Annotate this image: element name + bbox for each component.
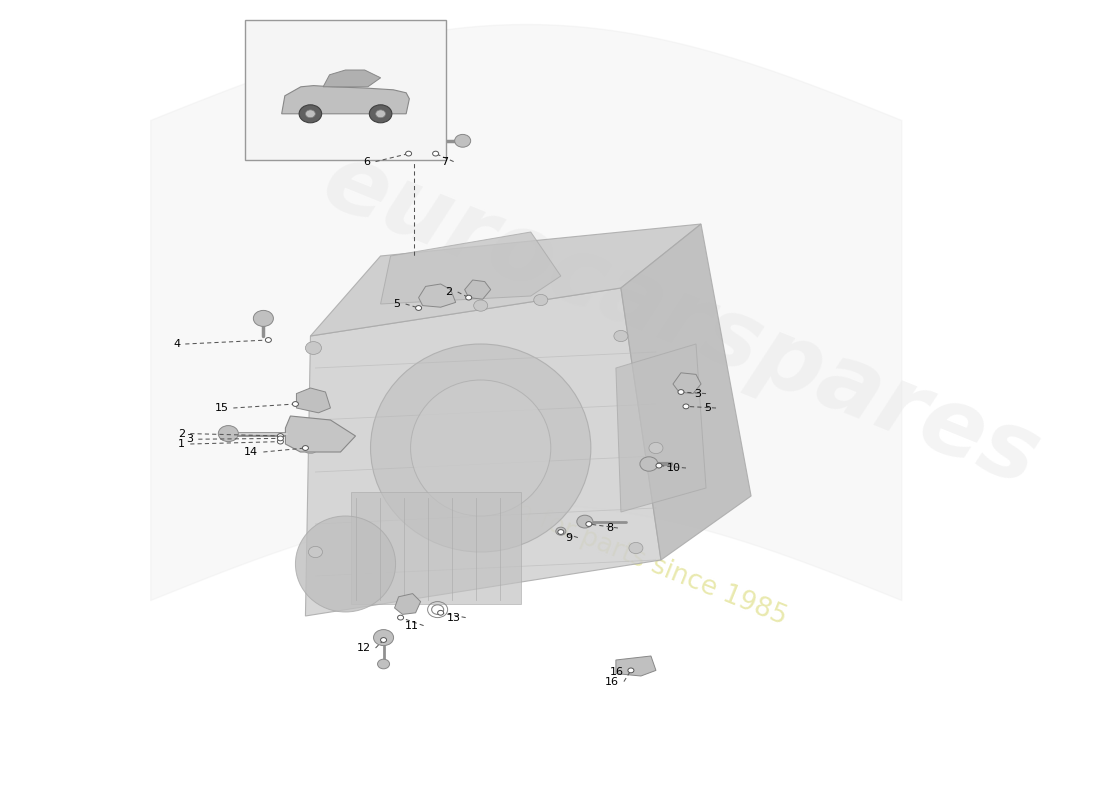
Text: 9: 9	[565, 533, 573, 542]
Circle shape	[614, 330, 628, 342]
Ellipse shape	[296, 516, 396, 612]
Circle shape	[293, 402, 298, 406]
Circle shape	[406, 151, 411, 156]
Circle shape	[431, 605, 443, 614]
Circle shape	[629, 542, 642, 554]
Circle shape	[277, 436, 284, 441]
Circle shape	[374, 630, 394, 646]
Text: 7: 7	[441, 157, 449, 166]
Text: 13: 13	[447, 613, 461, 622]
Polygon shape	[616, 344, 706, 512]
Circle shape	[586, 522, 592, 526]
Text: 5: 5	[394, 299, 400, 309]
Text: 6: 6	[363, 157, 371, 166]
Circle shape	[397, 615, 404, 620]
Circle shape	[306, 342, 321, 354]
Text: eurocarspares: eurocarspares	[309, 134, 1053, 506]
Text: 14: 14	[244, 447, 258, 457]
Circle shape	[299, 105, 321, 122]
Circle shape	[253, 310, 274, 326]
Circle shape	[381, 638, 386, 642]
Circle shape	[640, 457, 658, 471]
Text: 10: 10	[667, 463, 681, 473]
Circle shape	[576, 515, 593, 528]
Text: 2: 2	[446, 287, 453, 297]
Bar	[245, 20, 446, 160]
Circle shape	[683, 404, 689, 409]
Circle shape	[218, 426, 239, 442]
Circle shape	[474, 300, 487, 311]
Text: 5: 5	[704, 403, 711, 413]
Circle shape	[558, 530, 564, 534]
Circle shape	[454, 134, 471, 147]
Circle shape	[534, 294, 548, 306]
Polygon shape	[310, 224, 701, 336]
Bar	[351, 492, 520, 604]
Ellipse shape	[371, 344, 591, 552]
Text: 4: 4	[173, 339, 180, 349]
Text: 12: 12	[356, 643, 371, 653]
Circle shape	[304, 442, 318, 454]
Text: 16: 16	[605, 677, 619, 686]
Polygon shape	[323, 70, 381, 87]
Text: 3: 3	[694, 389, 701, 398]
Circle shape	[376, 110, 385, 118]
Circle shape	[465, 295, 472, 300]
Circle shape	[302, 446, 308, 450]
Text: 15: 15	[214, 403, 229, 413]
Text: 1: 1	[178, 439, 185, 449]
Polygon shape	[395, 594, 420, 614]
Circle shape	[377, 659, 389, 669]
Text: 2: 2	[178, 429, 185, 438]
Circle shape	[308, 546, 322, 558]
Text: 16: 16	[609, 667, 624, 677]
Text: 3: 3	[186, 434, 194, 444]
Polygon shape	[285, 416, 355, 452]
Circle shape	[628, 668, 634, 673]
Text: a passion for parts since 1985: a passion for parts since 1985	[411, 458, 791, 630]
Polygon shape	[620, 224, 751, 560]
Circle shape	[277, 439, 284, 444]
Circle shape	[656, 463, 662, 468]
Text: 8: 8	[606, 523, 613, 533]
Circle shape	[277, 434, 284, 438]
Polygon shape	[673, 373, 701, 394]
Circle shape	[438, 610, 443, 615]
Circle shape	[370, 105, 392, 122]
Circle shape	[306, 110, 316, 118]
Polygon shape	[282, 86, 409, 114]
Circle shape	[432, 151, 439, 156]
Ellipse shape	[410, 380, 551, 516]
Circle shape	[649, 442, 663, 454]
Polygon shape	[306, 288, 661, 616]
Text: 11: 11	[405, 621, 419, 630]
Circle shape	[556, 527, 565, 535]
Polygon shape	[296, 388, 330, 413]
Polygon shape	[381, 232, 561, 304]
Circle shape	[265, 338, 272, 342]
Polygon shape	[616, 656, 656, 676]
Circle shape	[678, 390, 684, 394]
Polygon shape	[464, 280, 491, 299]
Circle shape	[416, 306, 421, 310]
Polygon shape	[400, 132, 429, 148]
Polygon shape	[419, 284, 455, 307]
